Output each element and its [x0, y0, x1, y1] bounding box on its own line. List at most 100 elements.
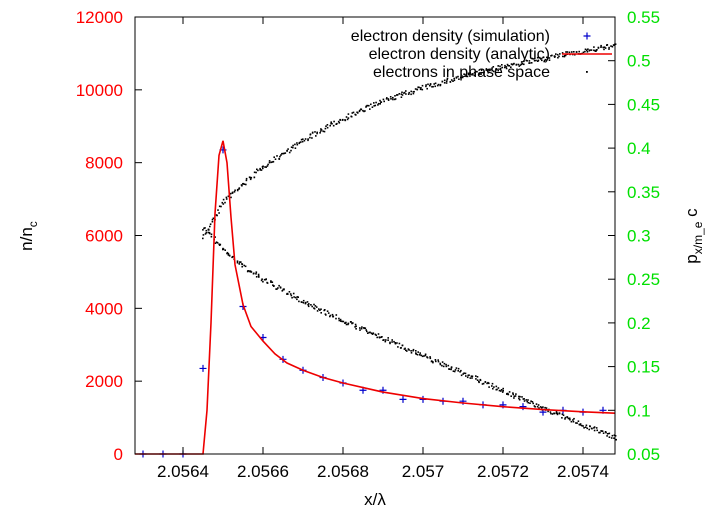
phase-space-dot: [488, 69, 490, 72]
phase-space-dot: [485, 68, 488, 71]
phase-space-dot: [410, 350, 412, 352]
phase-space-dot: [283, 152, 285, 155]
phase-space-dot: [236, 261, 239, 264]
phase-space-dot: [455, 367, 458, 369]
phase-space-dot: [357, 112, 359, 114]
phase-space-dot: [313, 307, 316, 310]
phase-space-dot: [425, 84, 427, 86]
phase-space-dot: [603, 46, 606, 48]
phase-space-dot: [391, 341, 393, 343]
phase-space-dot: [205, 229, 208, 232]
phase-space-dot: [262, 165, 264, 168]
phase-space-dot: [345, 323, 348, 326]
phase-space-dot: [573, 417, 575, 420]
phase-space-dot: [537, 59, 540, 62]
phase-space-dot: [473, 71, 476, 74]
phase-space-dot: [363, 327, 365, 329]
phase-space-dot: [439, 363, 442, 366]
phase-space-dot: [475, 378, 477, 380]
phase-space-dot: [385, 98, 388, 100]
phase-space-dot: [214, 242, 217, 244]
phase-space-dot: [593, 46, 595, 48]
phase-space-dot: [316, 310, 319, 312]
phase-space-dot: [351, 322, 353, 325]
phase-space-dot: [547, 410, 549, 413]
phase-space-dot: [431, 360, 433, 362]
phase-space-dot: [253, 171, 256, 174]
phase-space-dot: [464, 372, 467, 375]
phase-space-dot: [405, 93, 407, 95]
phase-space-dot: [418, 86, 420, 89]
phase-space-dot: [387, 337, 389, 339]
phase-space-dot: [508, 65, 511, 67]
phase-space-dot: [536, 405, 539, 408]
phase-space-dot: [326, 124, 329, 126]
phase-space-dot: [472, 73, 474, 75]
phase-space-dot: [368, 104, 370, 107]
phase-space-dot: [470, 375, 473, 377]
phase-space-dot: [294, 143, 296, 146]
phase-space-dot: [271, 281, 274, 283]
phase-space-dot: [608, 432, 611, 435]
phase-space-dot: [291, 296, 293, 299]
phase-space-dot: [530, 400, 532, 402]
phase-space-dot: [554, 55, 556, 58]
phase-space-dot: [376, 336, 378, 339]
phase-space-dot: [394, 342, 396, 344]
phase-space-dot: [478, 73, 481, 75]
legend-entry-label: electrons in phase space: [373, 64, 550, 81]
phase-space-dot: [480, 69, 483, 72]
analytic-density-line: [135, 140, 616, 455]
left-tick-label: 12000: [76, 8, 123, 27]
phase-space-dot: [398, 342, 401, 345]
plot-frame: [134, 16, 616, 455]
phase-space-dot: [445, 365, 448, 368]
phase-space-dot: [379, 99, 381, 102]
phase-space-dot: [507, 64, 509, 67]
phase-space-dot: [570, 420, 573, 423]
phase-space-dot: [316, 131, 318, 134]
phase-space-dot: [288, 291, 291, 293]
phase-space-dot: [218, 205, 221, 208]
phase-space-dot: [258, 276, 260, 278]
legend-sample-phase-space: [586, 71, 588, 73]
phase-space-dot: [572, 419, 574, 421]
phase-space-dot: [387, 98, 390, 100]
phase-space-dot: [341, 320, 343, 323]
phase-space-dot: [591, 427, 593, 430]
phase-space-dot: [391, 339, 393, 341]
phase-space-dot: [491, 69, 493, 72]
legend-entry-label: electron density (simulation): [351, 28, 550, 45]
phase-space-dot: [315, 306, 318, 308]
phase-space-dot: [593, 49, 595, 52]
phase-space-dot: [458, 78, 460, 80]
phase-space-dot: [379, 103, 381, 105]
phase-space-dot: [517, 63, 520, 66]
phase-space-dot: [511, 63, 514, 66]
phase-space-dot: [452, 370, 455, 372]
phase-space-dot: [204, 227, 206, 229]
phase-space-dot: [273, 156, 275, 158]
phase-space-dot: [578, 50, 580, 53]
phase-space-dot: [270, 280, 272, 282]
phase-space-dot: [359, 329, 361, 331]
phase-space-dot: [347, 323, 349, 326]
phase-space-dot: [262, 280, 264, 283]
phase-space-dot: [329, 124, 331, 127]
phase-space-dot: [473, 74, 475, 77]
phase-space-dot: [222, 198, 225, 201]
phase-space-dot: [398, 93, 401, 95]
phase-space-dot: [501, 66, 503, 69]
phase-space-dot: [562, 55, 564, 58]
phase-space-dot: [360, 108, 363, 111]
phase-space-dot: [290, 146, 293, 148]
phase-space-dot: [324, 127, 327, 130]
phase-space-dot: [245, 183, 247, 186]
phase-space-dot: [437, 83, 440, 86]
phase-space-dot: [270, 161, 272, 164]
phase-space-dot: [240, 261, 242, 263]
phase-space-dot: [408, 349, 410, 351]
phase-space-dot: [478, 72, 481, 74]
phase-space-dot: [465, 375, 467, 377]
phase-space-dot: [450, 366, 453, 369]
